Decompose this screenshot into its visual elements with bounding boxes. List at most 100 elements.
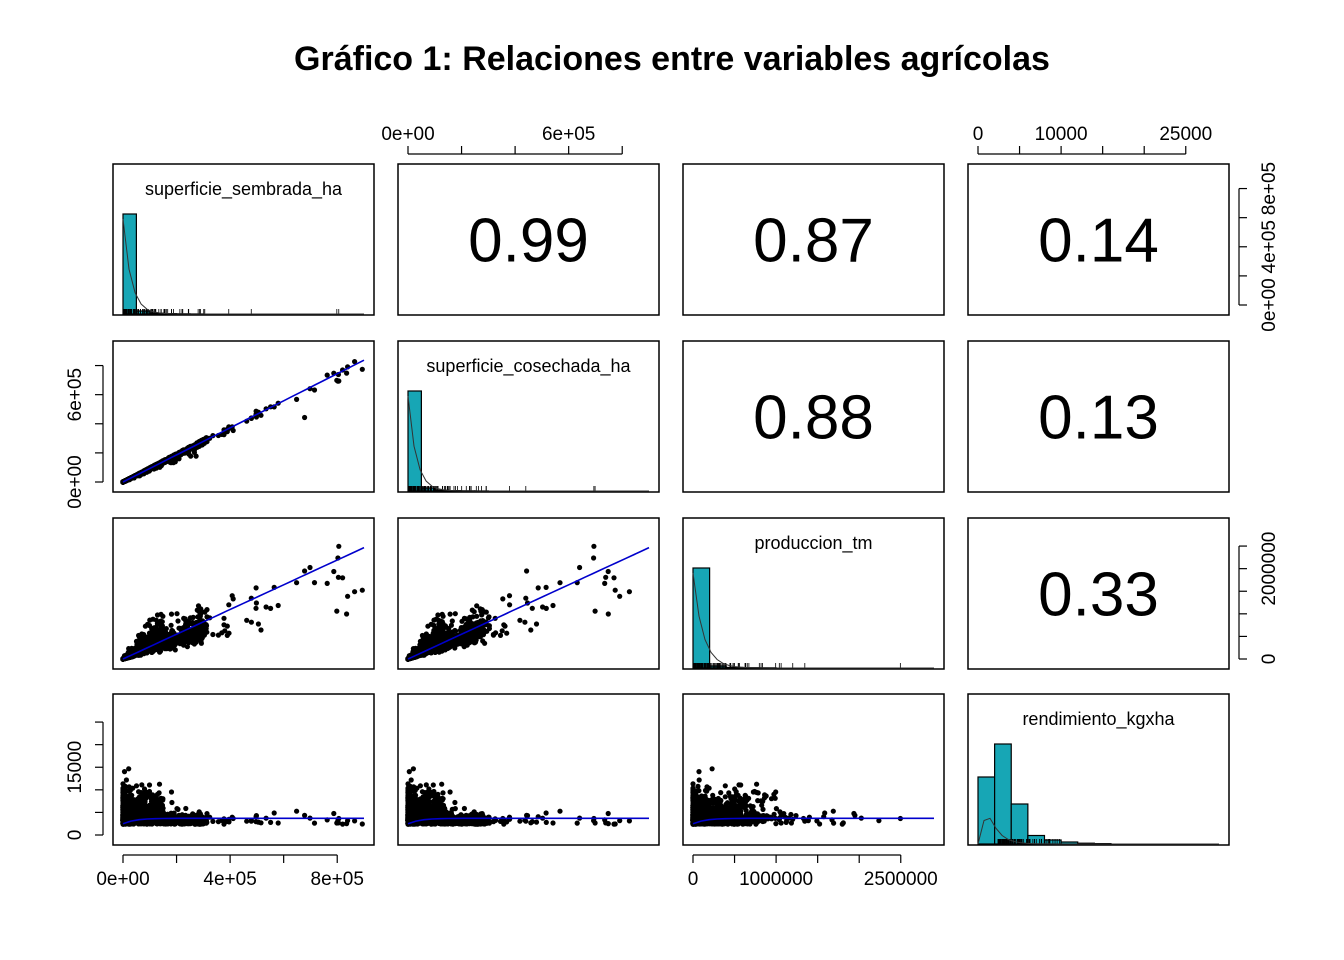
scatter-point xyxy=(543,584,549,591)
correlation-value-r1-c4: 0.14 xyxy=(1038,207,1159,276)
scatter-point xyxy=(344,611,350,617)
scatter-point xyxy=(486,614,492,620)
scatter-point xyxy=(464,642,470,648)
scatter-point xyxy=(255,621,261,627)
scatter-point xyxy=(438,619,444,625)
scatter-point xyxy=(202,609,208,615)
scatter-point xyxy=(459,618,465,624)
scatter-point xyxy=(156,627,162,633)
density-curve-superficie_sembrada_ha xyxy=(122,218,364,315)
scatter-point xyxy=(447,611,453,617)
scatter-point xyxy=(612,587,618,593)
scatter-point xyxy=(307,564,313,571)
scatter-point xyxy=(275,602,281,609)
scatter-point xyxy=(153,646,159,652)
scatter-point xyxy=(331,568,337,575)
scatter-point xyxy=(528,627,534,633)
scatter-point xyxy=(529,605,535,611)
scatter-point xyxy=(335,574,341,580)
scatter-point xyxy=(197,613,203,619)
correlation-value-r1-c2: 0.99 xyxy=(468,207,589,276)
scatter-point xyxy=(302,568,308,574)
correlation-value-r2-c3: 0.88 xyxy=(753,384,874,453)
scatter-point xyxy=(156,619,162,625)
correlation-value-r3-c4: 0.33 xyxy=(1038,561,1159,630)
scatter-point xyxy=(490,632,497,638)
scatter-point xyxy=(429,636,435,643)
scatter-point xyxy=(344,370,350,376)
fit-line-r3-c1 xyxy=(122,546,365,660)
variable-name-superficie_sembrada_ha: superficie_sembrada_ha xyxy=(145,179,343,200)
panel-frame-r3-c1 xyxy=(112,517,375,670)
scatter-point xyxy=(440,627,446,633)
scatter-point xyxy=(506,593,513,599)
scatter-point xyxy=(540,604,546,610)
scatter-point xyxy=(158,611,164,617)
scatter-point xyxy=(149,626,155,632)
panel-frame-r1-c4 xyxy=(967,163,1230,316)
panel-frame-r1-c2 xyxy=(397,163,660,316)
scatter-point xyxy=(311,387,318,393)
scatter-point xyxy=(139,642,145,648)
scatter-point xyxy=(334,608,340,614)
scatter-point xyxy=(253,408,259,414)
scatter-point xyxy=(452,645,458,651)
fit-line-r2-c1 xyxy=(122,359,365,483)
scatter-point xyxy=(448,622,454,628)
scatter-point xyxy=(474,613,480,619)
scatter-point xyxy=(302,414,308,421)
scatter-point xyxy=(142,623,148,629)
chart-title: Gráfico 1: Relaciones entre variables ag… xyxy=(294,40,1050,78)
scatter-point xyxy=(183,618,189,624)
scatter-point xyxy=(177,625,183,631)
scatter-point xyxy=(268,605,274,612)
scatter-point xyxy=(473,630,479,636)
fit-line-r3-c2 xyxy=(407,546,650,660)
density-curve-produccion_tm xyxy=(692,572,934,669)
scatter-point xyxy=(226,602,232,608)
scatter-point xyxy=(605,611,611,617)
correlation-value-r1-c3: 0.87 xyxy=(753,207,874,276)
scatter-point xyxy=(352,589,358,595)
scatter-point xyxy=(533,621,540,627)
scatter-point xyxy=(474,603,480,609)
scatter-point xyxy=(196,609,202,615)
scatter-point xyxy=(224,632,230,639)
scatter-point xyxy=(591,543,597,549)
scatter-point xyxy=(605,568,611,575)
scatter-point xyxy=(359,587,365,593)
histogram-bar-superficie_sembrada_ha-0 xyxy=(122,213,137,315)
scatter-point xyxy=(188,453,194,459)
scatter-point xyxy=(336,543,342,549)
scatter-point xyxy=(195,603,202,609)
scatter-point xyxy=(602,580,608,587)
scatter-point xyxy=(141,631,147,638)
scatter-point xyxy=(144,636,150,643)
scatter-point xyxy=(499,628,505,634)
scatter-point xyxy=(175,618,181,624)
scatter-point xyxy=(146,782,153,788)
scatter-point xyxy=(253,585,259,591)
scatter-point xyxy=(324,372,330,378)
scatter-point xyxy=(335,378,341,384)
scatter-point xyxy=(311,580,318,586)
scatter-point xyxy=(340,575,346,581)
scatter-point xyxy=(294,580,300,586)
scatter-point xyxy=(229,593,235,599)
scatter-point xyxy=(169,627,175,634)
density-curve-superficie_cosechada_ha xyxy=(407,395,649,492)
scatter-point xyxy=(449,618,455,624)
scatter-point xyxy=(524,568,530,574)
scatter-point xyxy=(523,595,529,601)
scatter-point xyxy=(577,564,583,571)
scatter-point xyxy=(507,602,513,608)
scatter-point xyxy=(481,629,487,636)
scatter-point xyxy=(324,580,330,587)
scatter-point xyxy=(423,631,429,638)
scatter-point xyxy=(193,453,199,459)
scatter-point xyxy=(215,632,221,638)
scatter-point xyxy=(263,604,269,610)
scatter-point xyxy=(557,580,563,586)
scatter-point xyxy=(550,602,556,609)
